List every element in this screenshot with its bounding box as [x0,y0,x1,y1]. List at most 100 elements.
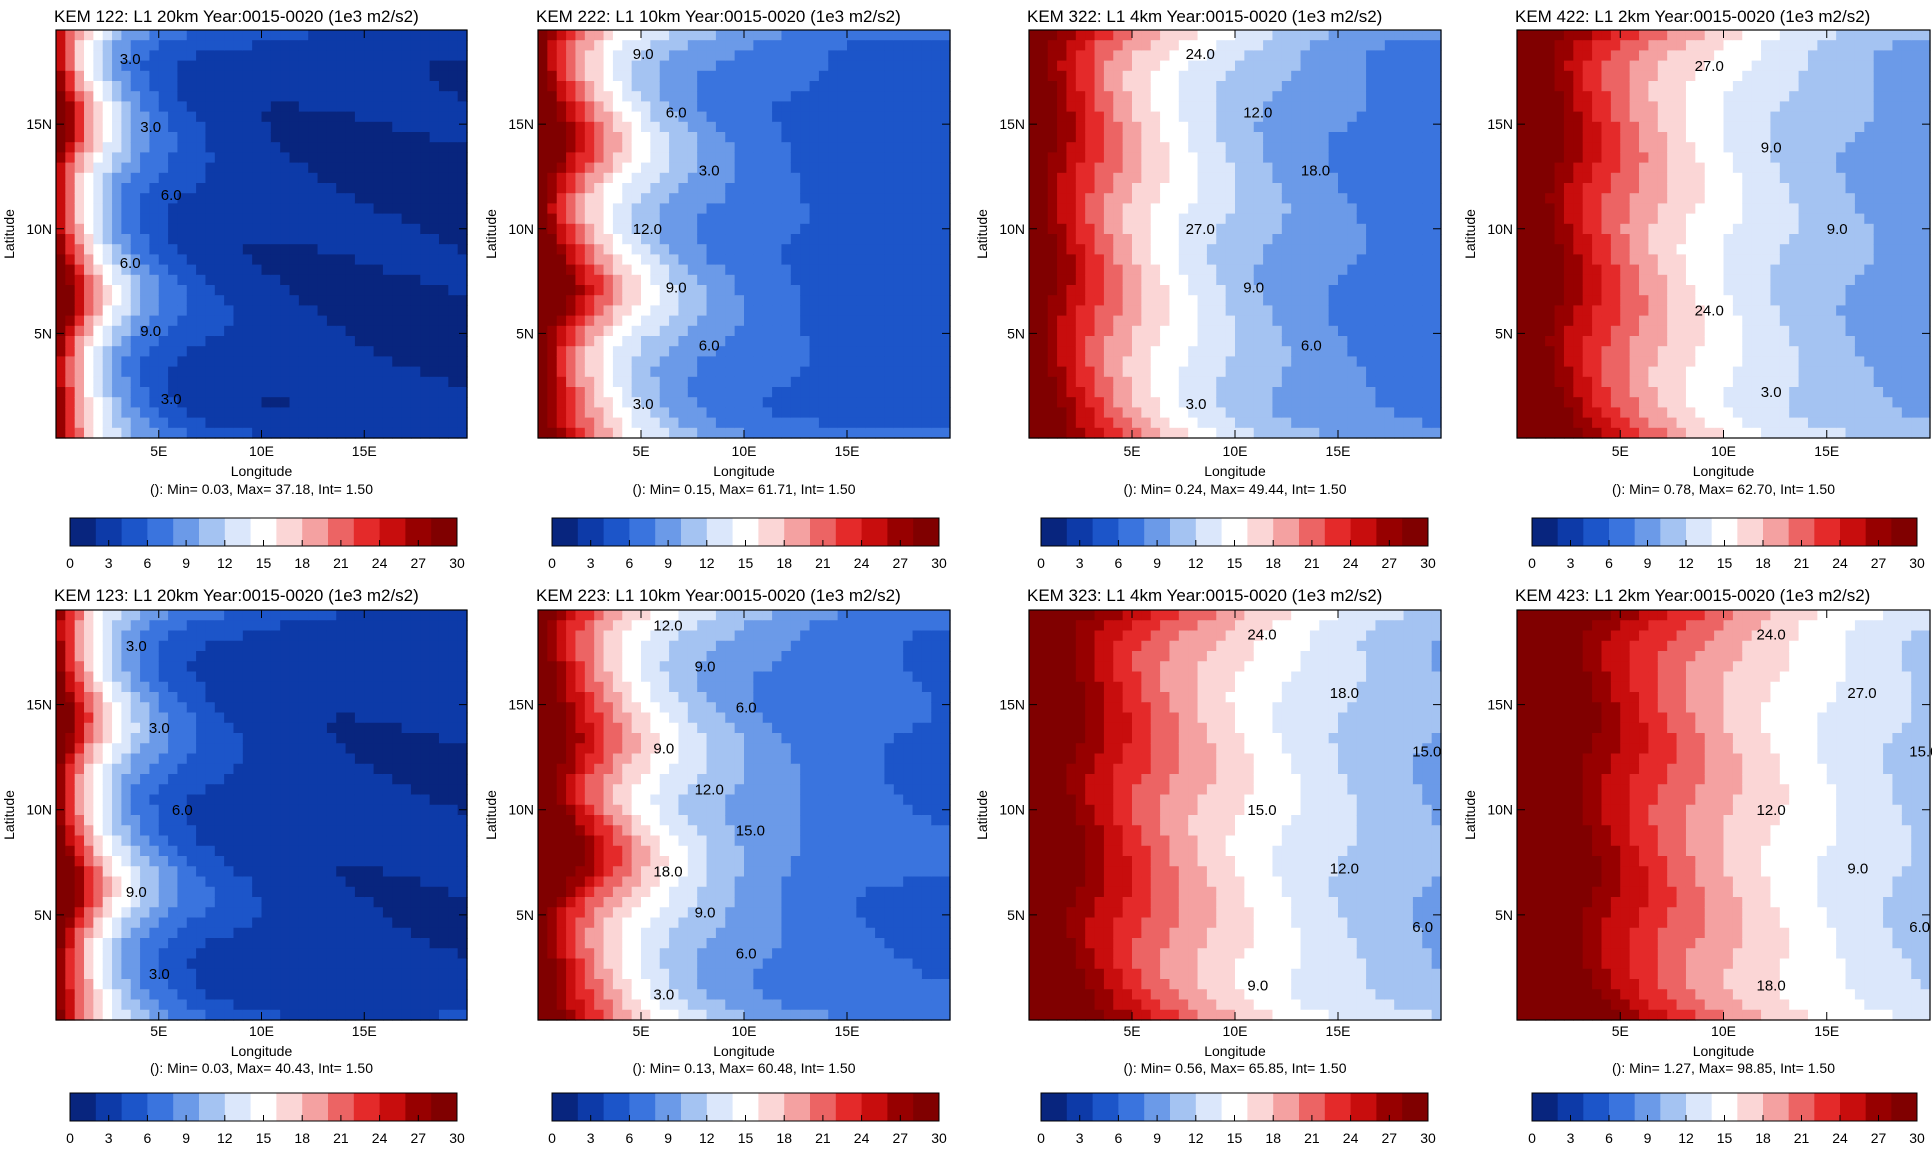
heatmap-cell [641,213,651,225]
heatmap-cell [1103,234,1114,245]
heatmap-cell [214,121,225,133]
heatmap-cell [177,193,188,204]
heatmap-cell [1085,397,1096,408]
heatmap-cell [556,111,567,123]
heatmap-cell [149,427,160,439]
heatmap-cell [410,121,421,133]
heatmap-cell [56,213,66,225]
heatmap-cell [1113,315,1124,327]
colorbar-segment [861,518,888,546]
heatmap-cell [121,30,132,41]
heatmap-cell [1225,315,1236,327]
heatmap-cell [1178,213,1189,225]
heatmap-cell [1150,50,1161,62]
heatmap-cell [1338,60,1348,72]
heatmap-cell [1300,254,1311,266]
heatmap-cell [1197,305,1208,317]
heatmap-cell [84,101,94,113]
heatmap-cell [308,50,319,62]
heatmap-cell [364,142,375,153]
heatmap-cell [205,223,216,235]
heatmap-cell [1319,121,1330,133]
heatmap-cell [382,30,393,41]
heatmap-cell [261,387,272,398]
heatmap-cell [641,254,651,266]
heatmap-cell [1160,305,1171,317]
heatmap-cell [326,132,337,143]
heatmap-cell [903,427,914,439]
heatmap-cell [1281,244,1292,255]
heatmap-cell [762,376,773,388]
heatmap-cell [280,121,291,133]
heatmap-cell [650,305,661,317]
heatmap-cell [1244,50,1255,62]
heatmap-cell [865,346,876,357]
heatmap-cell [1328,325,1339,337]
heatmap-cell [678,183,689,194]
heatmap-cell [65,101,76,113]
heatmap-cell [566,50,577,62]
heatmap-cell [196,142,207,153]
heatmap-cell [1075,325,1086,337]
heatmap-cell [678,142,689,153]
heatmap-cell [687,356,698,368]
heatmap-cell [382,91,393,102]
heatmap-cell [196,162,207,174]
heatmap-cell [706,407,717,419]
heatmap-cell [252,101,263,113]
heatmap-cell [641,274,651,286]
heatmap-cell [1216,254,1227,266]
heatmap-cell [1057,213,1068,225]
heatmap-cell [1253,172,1264,184]
heatmap-cell [856,81,867,92]
heatmap-cell [650,183,661,194]
heatmap-cell [1216,407,1227,419]
heatmap-cell [800,407,811,419]
heatmap-cell [186,244,197,255]
heatmap-cell [93,315,104,327]
heatmap-cell [336,366,347,378]
heatmap-cell [74,60,85,72]
heatmap-cell [575,356,586,368]
heatmap-cell [158,193,169,204]
contour-label: 6.0 [120,255,141,272]
heatmap-cell [336,407,347,419]
heatmap-cell [121,254,132,266]
heatmap-cell [603,254,614,266]
heatmap-cell [158,397,169,408]
heatmap-cell [1216,356,1227,368]
heatmap-cell [847,172,857,184]
heatmap-cell [74,193,85,204]
heatmap-cell [1272,295,1283,306]
heatmap-cell [130,387,141,398]
heatmap-cell [566,81,577,92]
heatmap-cell [931,121,942,133]
heatmap-cell [401,366,412,378]
heatmap-cell [772,162,783,174]
heatmap-cell [865,417,876,429]
heatmap-cell [818,417,829,429]
heatmap-cell [130,325,141,337]
heatmap-cell [790,203,801,215]
heatmap-cell [603,387,614,398]
heatmap-cell [214,81,225,92]
heatmap-cell [308,254,319,266]
heatmap-cell [438,376,449,388]
heatmap-cell [538,172,548,184]
colorbar-tick-label: 12 [217,555,233,571]
heatmap-cell [158,274,169,286]
heatmap-cell [566,121,577,133]
heatmap-cell [781,315,792,327]
heatmap-cell [280,111,291,123]
heatmap-cell [940,50,951,62]
heatmap-cell [772,142,783,153]
heatmap-cell [1206,91,1217,102]
heatmap-cell [678,305,689,317]
heatmap-cell [790,407,801,419]
heatmap-cell [1141,366,1152,378]
heatmap-cell [1338,132,1348,143]
heatmap-cell [382,203,393,215]
heatmap-cell [102,183,113,194]
heatmap-cell [1197,172,1208,184]
heatmap-cell [121,407,132,419]
